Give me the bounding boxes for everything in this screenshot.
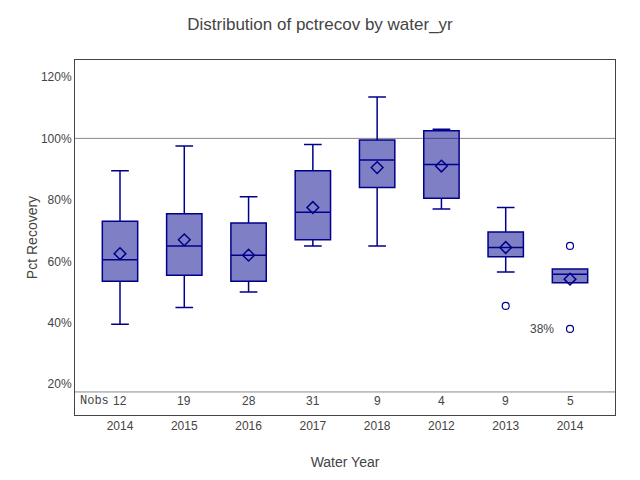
svg-text:40%: 40% — [48, 316, 72, 330]
svg-text:9: 9 — [502, 394, 509, 408]
svg-text:Nobs: Nobs — [80, 394, 109, 408]
svg-text:9: 9 — [374, 394, 381, 408]
svg-text:2012: 2012 — [428, 419, 455, 433]
svg-text:19: 19 — [177, 394, 191, 408]
svg-text:2014: 2014 — [557, 419, 584, 433]
svg-text:2013: 2013 — [492, 419, 519, 433]
svg-text:Pct Recovery: Pct Recovery — [24, 196, 40, 279]
svg-text:5: 5 — [567, 394, 574, 408]
svg-text:20%: 20% — [48, 377, 72, 391]
svg-text:2014: 2014 — [107, 419, 134, 433]
svg-text:80%: 80% — [48, 193, 72, 207]
svg-text:2016: 2016 — [235, 419, 262, 433]
svg-text:2017: 2017 — [300, 419, 327, 433]
svg-text:100%: 100% — [41, 132, 72, 146]
svg-text:38%: 38% — [530, 322, 554, 336]
svg-text:28: 28 — [242, 394, 256, 408]
svg-text:4: 4 — [438, 394, 445, 408]
svg-text:Water Year: Water Year — [311, 454, 380, 470]
svg-text:2018: 2018 — [364, 419, 391, 433]
svg-text:31: 31 — [306, 394, 320, 408]
svg-text:2015: 2015 — [171, 419, 198, 433]
svg-text:120%: 120% — [41, 70, 72, 84]
svg-text:60%: 60% — [48, 255, 72, 269]
svg-text:12: 12 — [113, 394, 127, 408]
svg-text:Distribution of pctrecov by wa: Distribution of pctrecov by water_yr — [187, 15, 453, 34]
